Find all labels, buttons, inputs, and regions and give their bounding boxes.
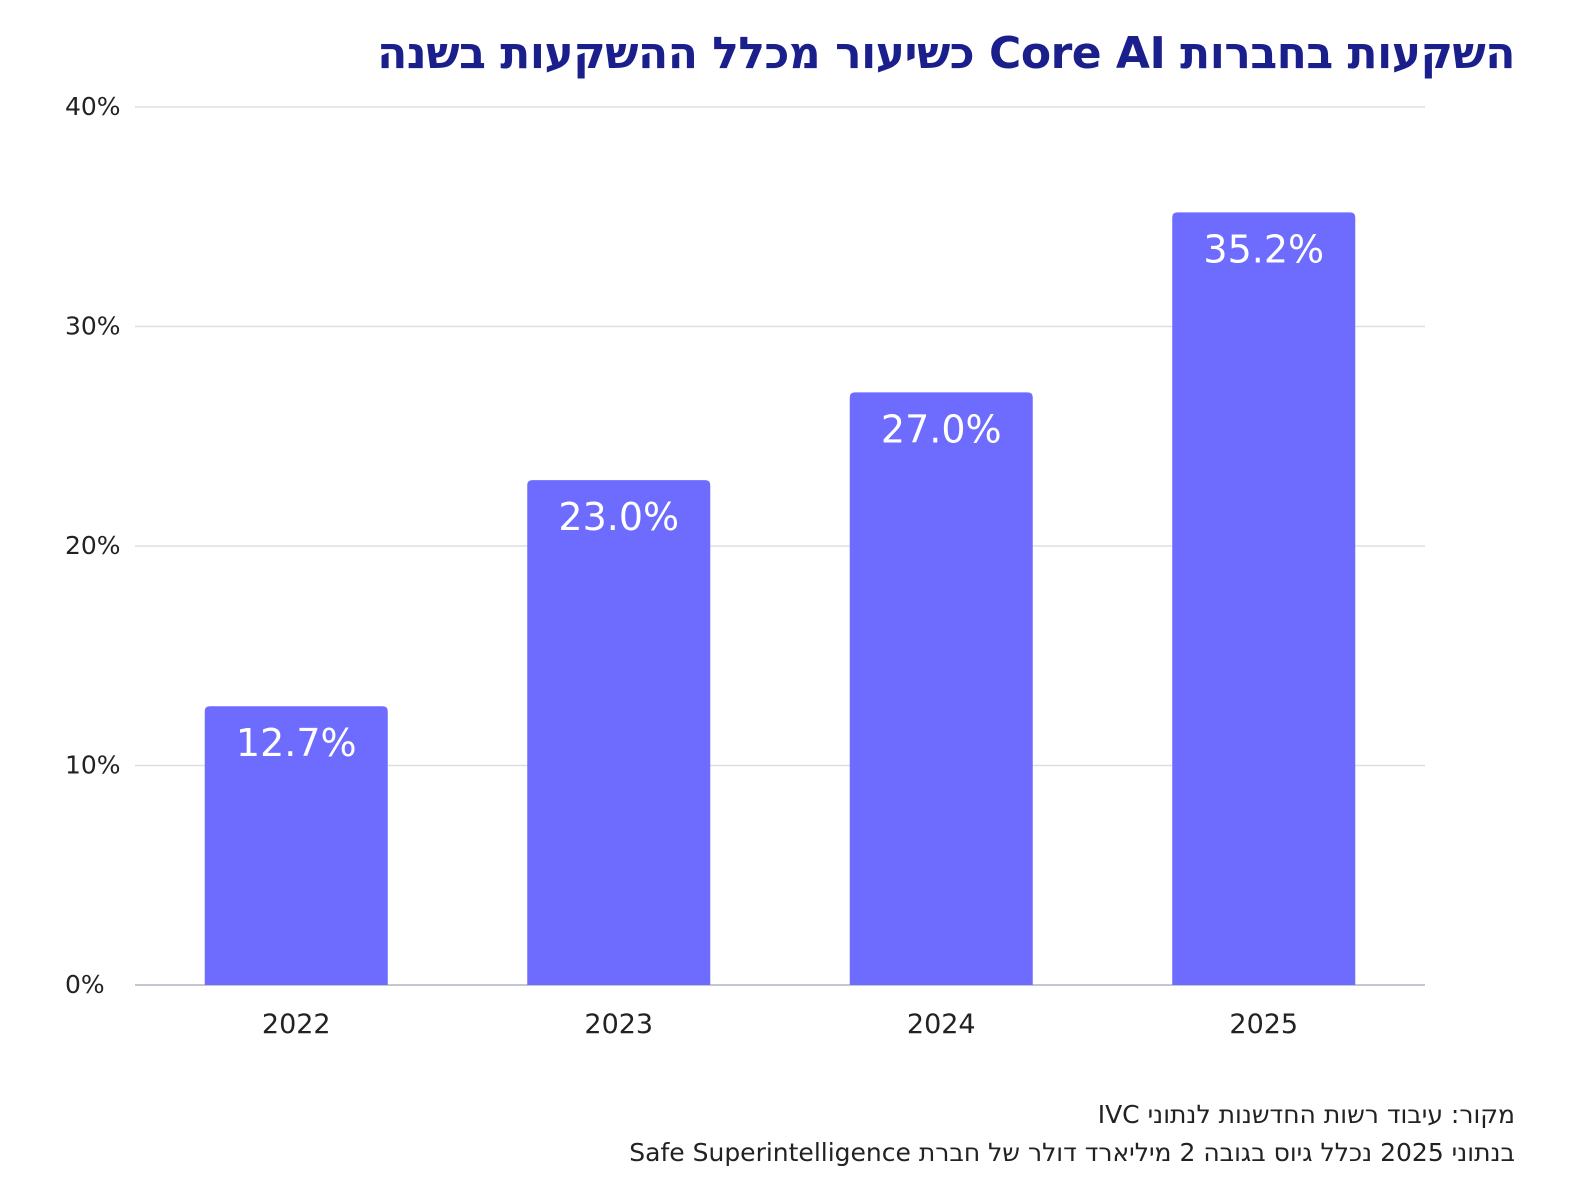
y-axis-tick-labels: 0% 10% 20% 30% 40% [65,92,121,999]
bars: 12.7% 23.0% 27.0% 35.2% [204,212,1356,986]
x-axis-tick-labels: 2022 2023 2024 2025 [262,1009,1298,1040]
bar-2023 [527,480,711,985]
source-note: מקור: עיבוד רשות החדשנות לנתוני IVC [1097,1100,1515,1129]
y-tick-label: 20% [65,531,121,560]
bar-value-label: 27.0% [881,407,1002,451]
x-tick-label: 2022 [262,1009,331,1040]
bar-2022 [204,706,388,985]
data-note: בנתוני 2025 נכלל גיוס בגובה 2 מיליארד דו… [629,1138,1515,1167]
y-tick-label: 0% [65,970,105,999]
bar-2025 [1172,212,1356,986]
bar-2024 [849,392,1033,986]
bar-value-label: 23.0% [558,495,679,539]
bar-value-label: 35.2% [1203,227,1324,271]
x-tick-label: 2023 [584,1009,653,1040]
y-tick-label: 30% [65,312,121,341]
y-tick-label: 10% [65,751,121,780]
x-tick-label: 2024 [907,1009,976,1040]
x-tick-label: 2025 [1229,1009,1298,1040]
bar-value-label: 12.7% [236,721,357,765]
y-tick-label: 40% [65,92,121,121]
chart-title: השקעות בחברות Core AI כשיעור מכלל ההשקעו… [377,28,1515,79]
